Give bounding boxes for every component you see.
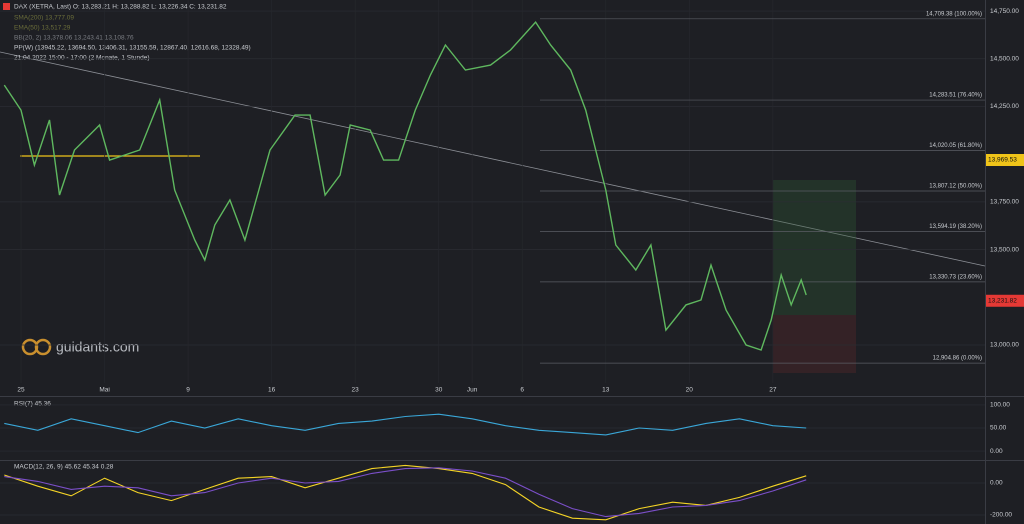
y-tick-label: -200.00	[990, 512, 1012, 519]
y-tick-label: 14,500.00	[990, 55, 1019, 62]
price-tag	[986, 153, 1024, 166]
price-tag-label: 13,231.82	[988, 297, 1017, 304]
header-line: DAX (XETRA, Last) O: 13,283.21 H: 13,288…	[14, 4, 227, 11]
fib-label: 13,807.12 (50.00%)	[929, 184, 982, 190]
logo-icon	[34, 338, 52, 356]
price-tag	[986, 294, 1024, 307]
stop-zone	[773, 315, 856, 373]
fib-label: 14,709.38 (100.00%)	[926, 11, 982, 17]
symbol-icon	[3, 3, 10, 10]
x-tick-label: 20	[686, 387, 694, 394]
panel-title: RSI(7) 45.36	[14, 401, 51, 408]
series-line	[3, 20, 807, 351]
x-tick-label: 23	[352, 387, 360, 394]
x-tick-label: Jun	[467, 387, 478, 394]
y-tick-label: 100.00	[990, 402, 1010, 409]
series-line	[4, 413, 807, 436]
series-line	[4, 467, 807, 518]
fib-label: 14,283.51 (76.40%)	[929, 93, 982, 99]
x-tick-label: 9	[186, 387, 190, 394]
trend-line	[0, 51, 986, 267]
fib-label: 12,904.86 (0.00%)	[933, 356, 982, 362]
y-tick-label: 13,000.00	[990, 342, 1019, 349]
header-line: 21.04.2022 15:00 - 17:00 (2 Monate, 1 St…	[14, 55, 150, 62]
y-tick-label: 0.00	[990, 448, 1003, 455]
y-tick-label: 0.00	[990, 480, 1003, 487]
x-tick-label: 27	[769, 387, 777, 394]
y-tick-label: 14,250.00	[990, 103, 1019, 110]
fib-label: 13,594.19 (38.20%)	[929, 224, 982, 230]
x-tick-label: 16	[268, 387, 276, 394]
x-tick-label: 13	[602, 387, 610, 394]
y-tick-label: 14,750.00	[990, 8, 1019, 15]
y-tick-label: 50.00	[990, 425, 1007, 432]
y-tick-label: 13,500.00	[990, 246, 1019, 253]
header-line: PP(W) (13945.22, 13694.50, 13406.31, 131…	[14, 45, 251, 52]
x-tick-label: Mai	[99, 387, 109, 394]
x-tick-label: 30	[435, 387, 443, 394]
x-tick-label: 25	[17, 387, 25, 394]
panel-title: MACD(12, 26, 9) 45.62 45.34 0.28	[14, 464, 114, 471]
header-line: SMA(200) 13,777.09	[14, 15, 74, 22]
y-tick-label: 13,750.00	[990, 199, 1019, 206]
target-zone	[773, 180, 856, 315]
watermark: guidants.com	[56, 339, 139, 355]
series-line	[4, 464, 807, 521]
header-line: EMA(50) 13,517.29	[14, 25, 71, 32]
fib-label: 14,020.05 (61.80%)	[929, 143, 982, 149]
logo: guidants.com	[21, 338, 139, 356]
fib-label: 13,330.73 (23.60%)	[929, 274, 982, 280]
price-tag-label: 13,969.53	[988, 157, 1017, 164]
header-line: BB(20, 2) 13,378.06 13,243.41 13,108.76	[14, 35, 134, 42]
x-tick-label: 6	[520, 387, 524, 394]
